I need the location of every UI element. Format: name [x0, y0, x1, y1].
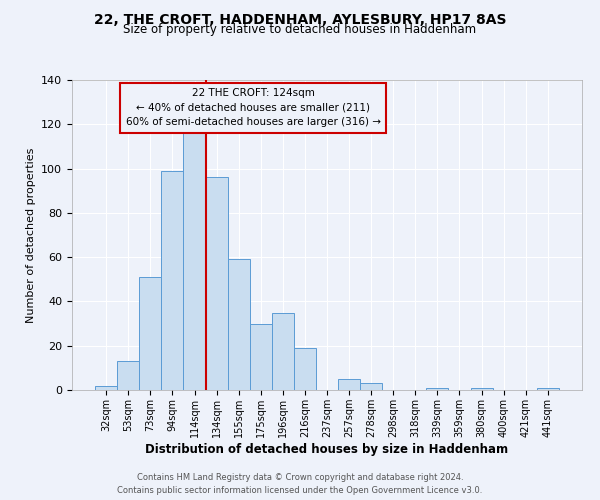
Bar: [470, 388, 493, 390]
Bar: [206, 178, 227, 390]
Text: Distribution of detached houses by size in Haddenham: Distribution of detached houses by size …: [145, 442, 509, 456]
Text: 22 THE CROFT: 124sqm
← 40% of detached houses are smaller (211)
60% of semi-deta: 22 THE CROFT: 124sqm ← 40% of detached h…: [125, 88, 380, 128]
Text: Contains HM Land Registry data © Crown copyright and database right 2024.
Contai: Contains HM Land Registry data © Crown c…: [118, 474, 482, 495]
Text: Size of property relative to detached houses in Haddenham: Size of property relative to detached ho…: [124, 22, 476, 36]
Bar: [139, 277, 161, 390]
Bar: [250, 324, 272, 390]
Bar: [184, 133, 206, 390]
Bar: [360, 384, 382, 390]
Bar: [537, 388, 559, 390]
Y-axis label: Number of detached properties: Number of detached properties: [26, 148, 35, 322]
Bar: [338, 379, 360, 390]
Bar: [95, 386, 117, 390]
Bar: [161, 171, 184, 390]
Bar: [117, 361, 139, 390]
Bar: [427, 388, 448, 390]
Text: 22, THE CROFT, HADDENHAM, AYLESBURY, HP17 8AS: 22, THE CROFT, HADDENHAM, AYLESBURY, HP1…: [94, 12, 506, 26]
Bar: [227, 260, 250, 390]
Bar: [294, 348, 316, 390]
Bar: [272, 312, 294, 390]
